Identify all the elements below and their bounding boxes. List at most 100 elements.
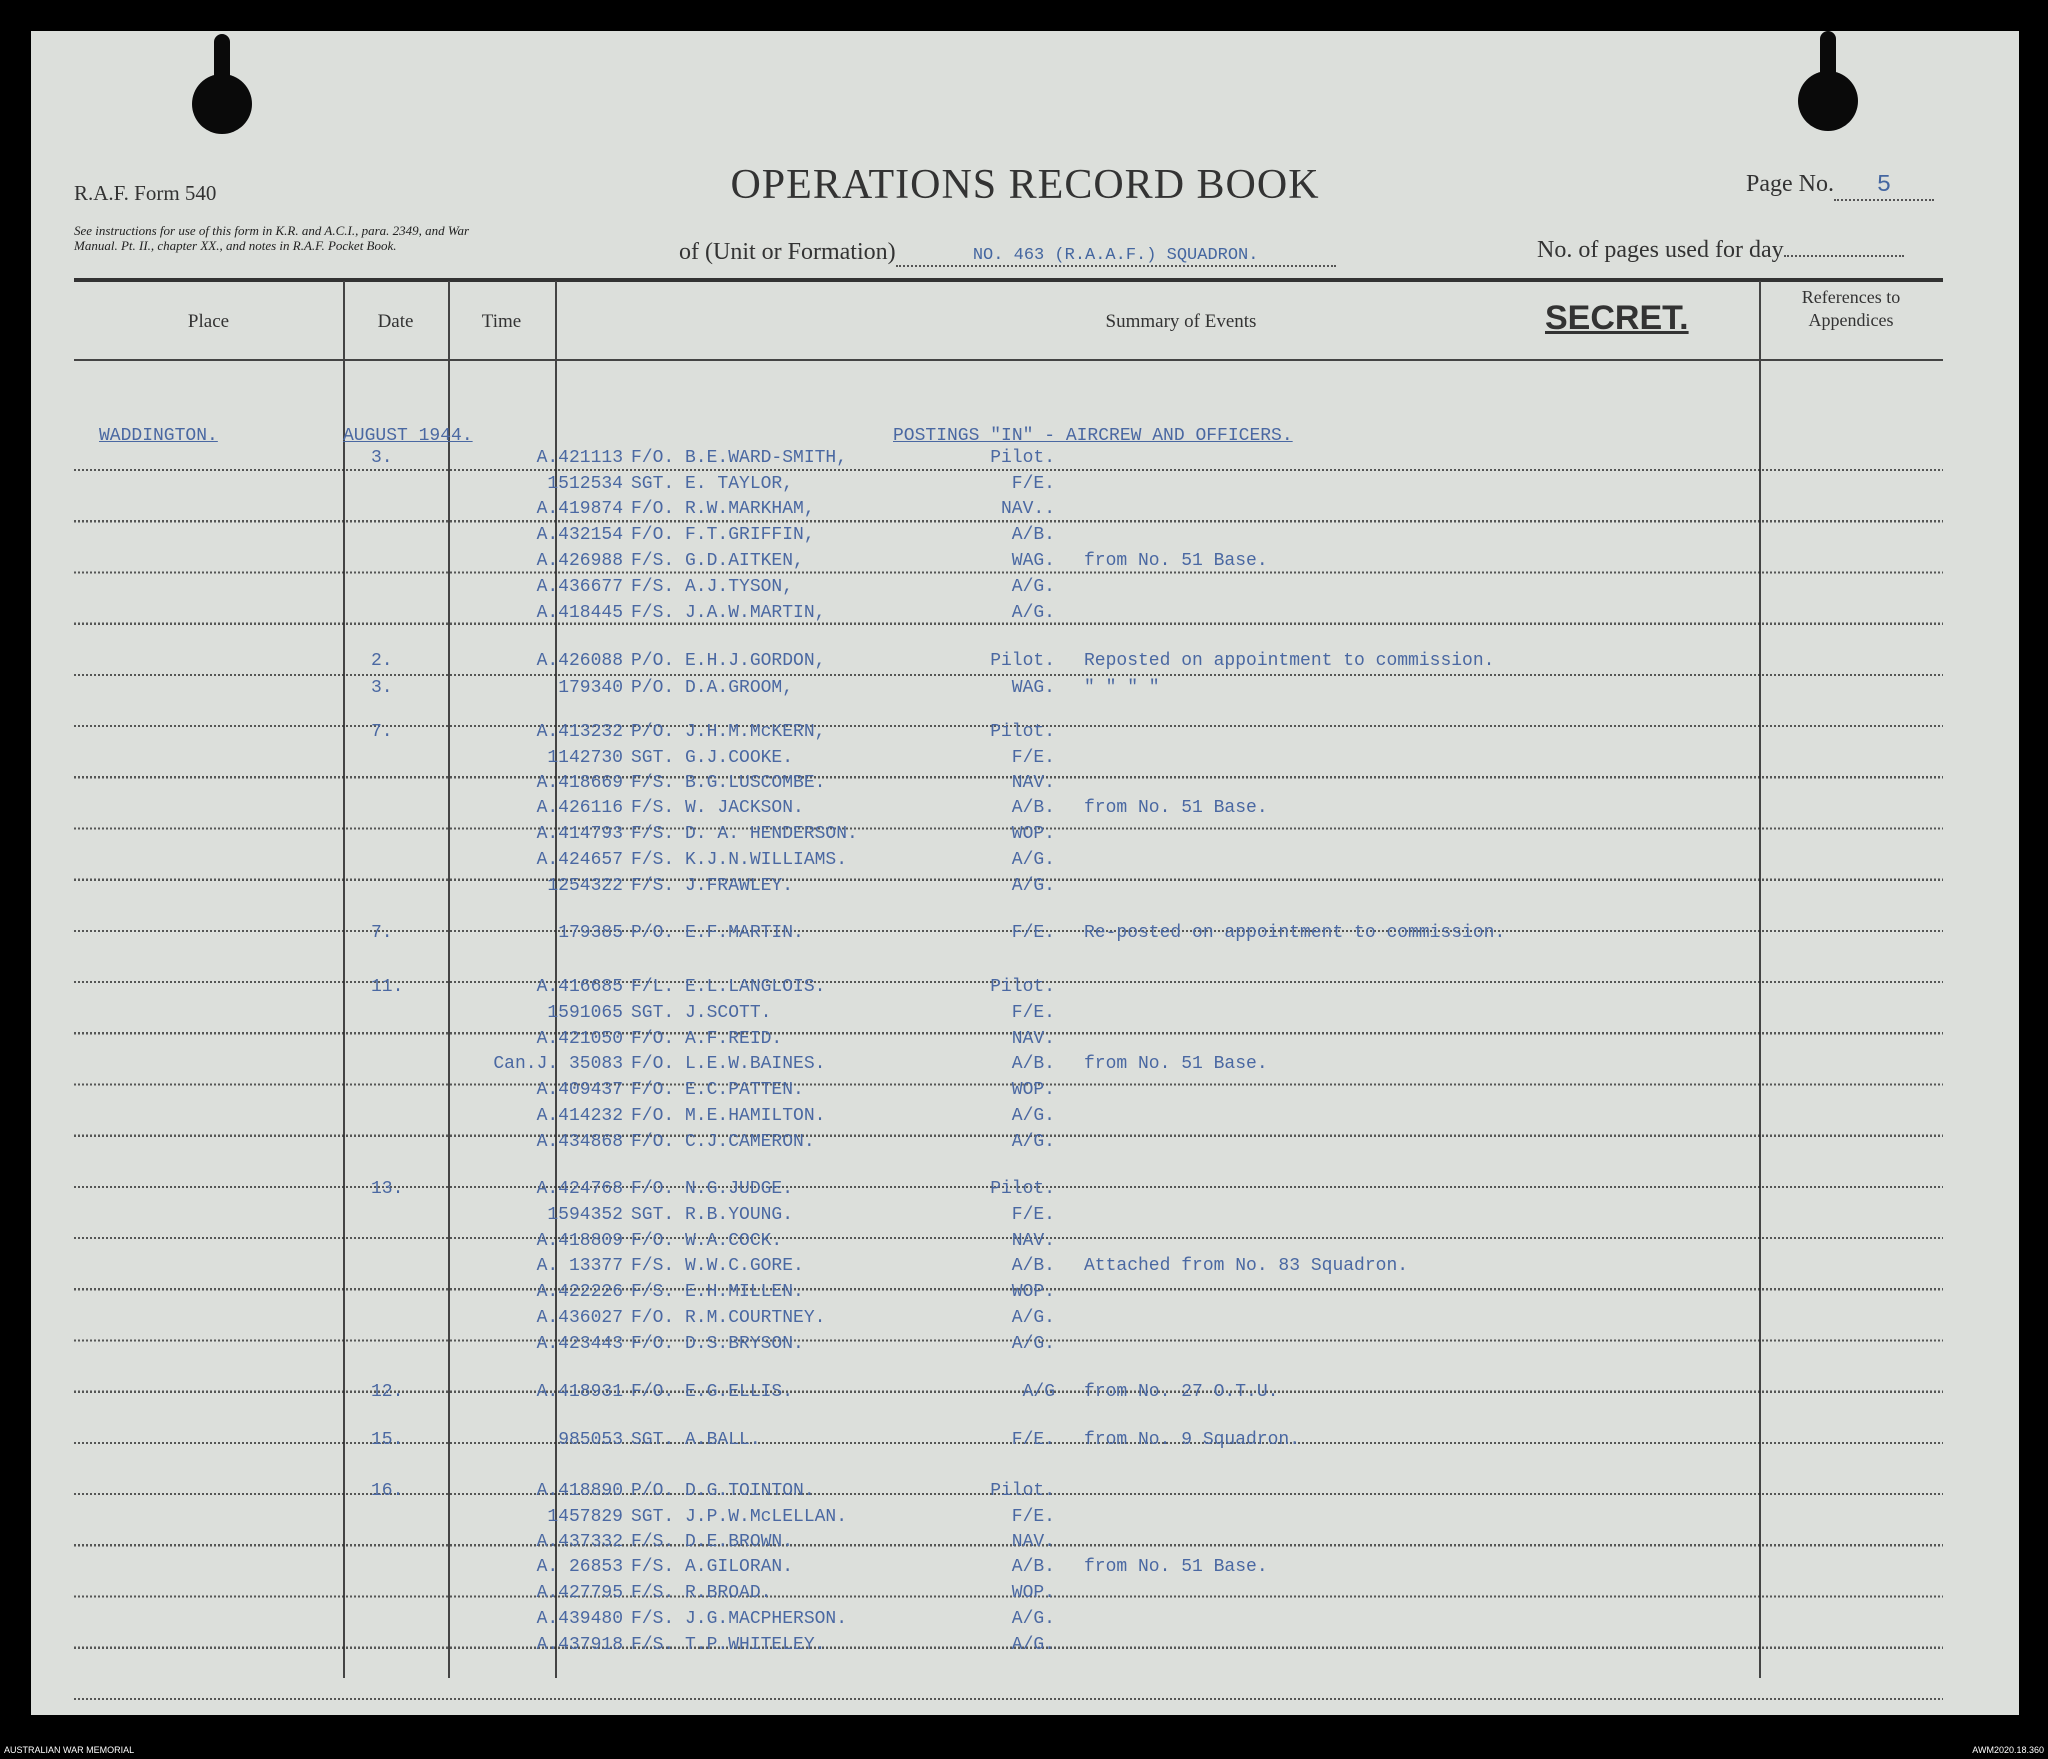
unit-field: of (Unit or Formation) NO. 463 (R.A.A.F.)…	[679, 239, 1336, 267]
entry-rank-name: F/O. C.J.CAMERON.	[631, 1132, 815, 1152]
entry-role: F/E.	[1011, 474, 1055, 494]
header-rule	[74, 278, 1943, 282]
entry-service-number: 985053	[558, 1430, 623, 1450]
entry-rank-name: F/S. B.G.LUSCOMBE.	[631, 773, 826, 793]
entry-rank-name: SGT. J.P.W.McLELLAN.	[631, 1507, 848, 1527]
entry-role: WAG.	[1011, 678, 1055, 698]
entry-role: WOP.	[1011, 1282, 1055, 1302]
entry-role: Pilot.	[990, 977, 1055, 997]
dotted-ruling	[74, 420, 1943, 1710]
entry-rank-name: F/O. D.S.BRYSON.	[631, 1334, 804, 1354]
entry-role: Pilot.	[990, 1179, 1055, 1199]
entry-role: A/G	[1022, 1382, 1055, 1402]
unit-label: of (Unit or Formation)	[679, 239, 896, 265]
entry-remark: from No. 51 Base.	[1084, 1054, 1268, 1074]
entry-remark: from No. 27 O.T.U.	[1084, 1382, 1279, 1402]
entry-rank-name: F/S. D. A. HENDERSON.	[631, 824, 858, 844]
entry-role: A/G.	[1011, 850, 1055, 870]
entry-service-number: A.424657	[536, 850, 623, 870]
entry-service-number: A.414232	[536, 1106, 623, 1126]
entry-rank-name: P/O. E.H.J.GORDON,	[631, 651, 826, 671]
entry-date: 2.	[371, 651, 393, 671]
entry-role: A/G.	[1011, 603, 1055, 623]
entry-remark: " " " "	[1084, 678, 1160, 698]
form-page: R.A.F. Form 540 See instructions for use…	[31, 31, 2019, 1715]
entry-rank-name: F/O. R.M.COURTNEY.	[631, 1308, 826, 1328]
entry-service-number: 179340	[558, 678, 623, 698]
entry-remark: from No. 51 Base.	[1084, 1557, 1268, 1577]
entry-rank-name: F/S. T.P.WHITELEY.	[631, 1635, 826, 1655]
entry-role: NAV.	[1011, 1532, 1055, 1552]
entry-rank-name: F/S. D.E.BROWN.	[631, 1532, 794, 1552]
entry-role: NAV.	[1011, 1029, 1055, 1049]
entry-rank-name: P/O. J.H.M.McKERN,	[631, 722, 826, 742]
entry-rank-name: F/S. J.A.W.MARTIN,	[631, 603, 826, 623]
page-title: OPERATIONS RECORD BOOK	[730, 162, 1320, 208]
entry-date: 15.	[371, 1430, 404, 1450]
entry-role: WOP.	[1011, 1583, 1055, 1603]
entry-role: A/G.	[1011, 1308, 1055, 1328]
entry-role: Pilot.	[990, 651, 1055, 671]
entry-date: 7.	[371, 923, 393, 943]
entry-remark: Attached from No. 83 Squadron.	[1084, 1256, 1409, 1276]
page-number-label: Page No.	[1746, 171, 1834, 197]
entry-rank-name: F/S. W. JACKSON.	[631, 798, 804, 818]
column-header-place: Place	[187, 311, 230, 332]
pages-used-field: No. of pages used for day	[1537, 237, 1904, 264]
entry-rank-name: F/L. E.L.LANGLOIS.	[631, 977, 826, 997]
entry-rank-name: F/S. J.FRAWLEY.	[631, 876, 794, 896]
entry-rank-name: F/S. A.J.TYSON,	[631, 577, 794, 597]
entry-date: 13.	[371, 1179, 404, 1199]
entry-service-number: Can.J. 35083	[493, 1054, 623, 1074]
entry-service-number: A.426088	[536, 651, 623, 671]
place-value: WADDINGTON.	[99, 426, 218, 446]
entry-service-number: A.418890	[536, 1481, 623, 1501]
entry-role: A/G.	[1011, 876, 1055, 896]
entry-rank-name: F/O. A.F.REID.	[631, 1029, 783, 1049]
page-number-value: 5	[1876, 172, 1892, 199]
entry-role: WOP.	[1011, 824, 1055, 844]
entry-role: NAV.	[1011, 773, 1055, 793]
entry-role: F/E.	[1011, 1430, 1055, 1450]
entry-remark: Re-posted on appointment to commission.	[1084, 923, 1506, 943]
entry-service-number: A.419874	[536, 499, 623, 519]
header-bottom-rule	[74, 359, 1943, 361]
entry-service-number: A.426988	[536, 551, 623, 571]
entry-service-number: 1591065	[547, 1003, 623, 1023]
entry-date: 16.	[371, 1481, 404, 1501]
classification-stamp: SECRET.	[1545, 299, 1689, 337]
section-heading: POSTINGS "IN" - AIRCREW AND OFFICERS.	[893, 426, 1293, 446]
entry-rank-name: F/S. W.W.C.GORE.	[631, 1256, 804, 1276]
entry-rank-name: SGT. G.J.COOKE.	[631, 748, 794, 768]
entry-service-number: A.436027	[536, 1308, 623, 1328]
entry-service-number: A.422226	[536, 1282, 623, 1302]
entry-role: WAG.	[1011, 551, 1055, 571]
entry-rank-name: F/S. R.BROAD.	[631, 1583, 772, 1603]
entry-service-number: A.416685	[536, 977, 623, 997]
column-header-time: Time	[481, 311, 522, 332]
entry-role: A/B.	[1011, 1557, 1055, 1577]
entry-role: Pilot.	[990, 1481, 1055, 1501]
page-number-field: Page No. 5	[1746, 171, 1934, 201]
entry-role: A/B.	[1011, 1256, 1055, 1276]
entry-remark: from No. 51 Base.	[1084, 798, 1268, 818]
entry-service-number: A.432154	[536, 525, 623, 545]
entry-service-number: A.423443	[536, 1334, 623, 1354]
entry-rank-name: SGT. A.BALL.	[631, 1430, 761, 1450]
entry-role: A/B.	[1011, 1054, 1055, 1074]
entry-role: F/E.	[1011, 1507, 1055, 1527]
entry-role: F/E.	[1011, 748, 1055, 768]
entry-service-number: 1142730	[547, 748, 623, 768]
entry-remark: from No. 51 Base.	[1084, 551, 1268, 571]
entry-date: 3.	[371, 448, 393, 468]
entry-role: A/B.	[1011, 525, 1055, 545]
entry-service-number: A.413232	[536, 722, 623, 742]
entry-role: F/E.	[1011, 923, 1055, 943]
entry-service-number: A.424768	[536, 1179, 623, 1199]
entry-rank-name: P/O. D.G.TOINTON.	[631, 1481, 815, 1501]
entry-service-number: 1512534	[547, 474, 623, 494]
punch-hole	[1798, 31, 1858, 131]
entry-role: NAV..	[1000, 499, 1055, 519]
month-value: AUGUST 1944.	[343, 426, 473, 446]
column-header-references: References to Appendices	[1801, 287, 1901, 330]
